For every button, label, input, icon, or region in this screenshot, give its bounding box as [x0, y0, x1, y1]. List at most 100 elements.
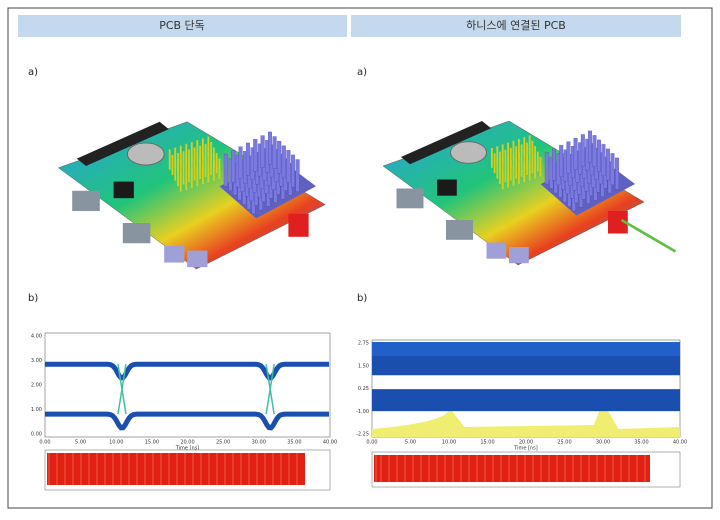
- pin: [507, 142, 509, 163]
- pin: [528, 148, 531, 168]
- fin: [231, 150, 236, 183]
- pin: [523, 137, 526, 157]
- header-left: PCB 단독: [159, 19, 205, 32]
- lower-signal: [374, 455, 650, 482]
- header-right: 하니스에 연결된 PCB: [466, 18, 566, 32]
- pin: [215, 153, 218, 174]
- red-conn: [608, 211, 628, 234]
- pin: [210, 154, 213, 176]
- fin: [272, 136, 277, 169]
- pin: [515, 146, 518, 166]
- pin: [190, 142, 193, 163]
- x-tick-label: 5.00: [405, 440, 416, 446]
- pin: [520, 157, 523, 177]
- pin: [207, 162, 210, 183]
- x-tick-label: 25.00: [216, 440, 230, 446]
- fin: [559, 145, 564, 177]
- pin: [185, 169, 188, 190]
- x-tick-label: 10.00: [109, 440, 123, 446]
- pin: [207, 149, 210, 170]
- fin: [552, 148, 556, 181]
- x-tick-label: 15.00: [145, 440, 159, 446]
- pin: [171, 154, 174, 176]
- pin: [177, 153, 179, 174]
- pin: [534, 158, 536, 179]
- pin: [491, 148, 493, 168]
- y-tick-label: 2.00: [31, 383, 42, 389]
- fin: [291, 154, 295, 188]
- label-a: a): [357, 67, 367, 78]
- pin: [212, 147, 215, 168]
- y-tick-label: 1.00: [31, 407, 42, 413]
- fin: [566, 141, 571, 174]
- pin: [496, 158, 499, 179]
- lower-signal: [47, 453, 305, 485]
- pin: [509, 160, 512, 181]
- pin: [201, 151, 204, 172]
- fin: [601, 144, 606, 177]
- pin: [509, 148, 512, 168]
- pin: [507, 155, 509, 175]
- fin: [597, 139, 601, 172]
- pin: [531, 140, 534, 161]
- x-tick-label: 35.00: [287, 440, 301, 446]
- pin: [168, 149, 171, 170]
- pin: [528, 160, 531, 181]
- pin: [210, 142, 213, 163]
- label-b: b): [28, 293, 38, 304]
- y-tick-label: -1.00: [356, 409, 369, 415]
- fin: [615, 157, 619, 190]
- pin: [518, 139, 520, 159]
- eye-band: [372, 389, 680, 412]
- pin: [190, 154, 193, 176]
- header-cell: [18, 15, 347, 37]
- x-tick-label: 10.00: [442, 440, 456, 446]
- y-tick-label: 2.75: [358, 341, 369, 347]
- y-tick-label: 1.50: [358, 363, 369, 369]
- pin: [512, 166, 515, 186]
- x-tick-label: 0.00: [39, 440, 50, 446]
- rj45: [486, 242, 507, 259]
- pin: [196, 140, 199, 161]
- pcb: [57, 121, 326, 270]
- fin: [580, 134, 585, 167]
- pin: [536, 151, 539, 172]
- pin: [539, 157, 542, 177]
- label-b: b): [357, 293, 367, 304]
- pin: [179, 145, 182, 166]
- label-a: a): [28, 67, 38, 78]
- y-tick-label: 3.00: [31, 358, 42, 364]
- fin: [544, 152, 549, 185]
- pin: [207, 136, 210, 157]
- pin: [523, 162, 526, 183]
- pin: [512, 140, 515, 161]
- connector: [401, 121, 491, 165]
- rj45: [187, 250, 208, 268]
- pin: [190, 167, 193, 189]
- chip: [437, 179, 457, 196]
- pin: [193, 160, 196, 181]
- pin: [179, 171, 182, 192]
- header-cell: [351, 15, 681, 37]
- pin: [174, 147, 177, 168]
- pin: [201, 138, 204, 159]
- x-tick-label: 40.00: [673, 440, 687, 446]
- db9: [446, 220, 473, 240]
- x-tick-label: 30.00: [596, 440, 610, 446]
- pin: [174, 160, 177, 181]
- plot-area: [44, 332, 331, 438]
- pin: [193, 147, 196, 168]
- pin: [199, 158, 201, 179]
- pin: [526, 142, 528, 163]
- pin: [201, 164, 204, 185]
- fin: [238, 146, 243, 179]
- pin: [182, 164, 185, 185]
- pin: [188, 162, 190, 183]
- fin: [223, 153, 228, 187]
- fin: [286, 150, 291, 183]
- x-tick-label: 40.00: [323, 440, 337, 446]
- pin: [204, 143, 207, 165]
- fin: [588, 130, 592, 163]
- pin: [528, 135, 531, 156]
